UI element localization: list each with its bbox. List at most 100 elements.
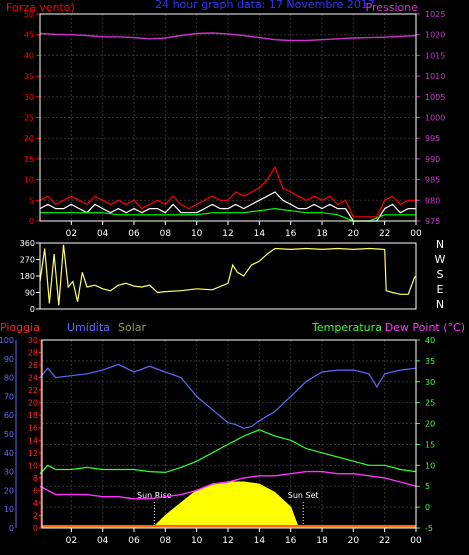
wind-x-tick-label: 04 <box>97 229 109 239</box>
wind-x-tick-label: 18 <box>316 229 328 239</box>
rain-y-tick-label: 10 <box>28 461 38 470</box>
temp-x-tick-label: 22 <box>379 536 390 546</box>
temp-y-tick-label: 40 <box>425 336 435 345</box>
temp-panel-frame <box>41 339 417 529</box>
rain-y-tick-label: 12 <box>28 449 38 458</box>
rain-y-tick-label: 2 <box>33 511 38 520</box>
dewpoint-label: Dew Point (°C) <box>385 321 465 334</box>
humidity-y-tick-label: 40 <box>4 449 14 458</box>
rain-y-tick-label: 8 <box>33 474 38 483</box>
wind-x-tick-label: 00 <box>410 229 422 239</box>
solar-area <box>151 481 300 529</box>
humidity-y-tick-label: 50 <box>4 430 14 439</box>
wind-x-tick-label: 10 <box>191 229 203 239</box>
humidity-y-tick-label: 10 <box>4 505 14 514</box>
compass-label-n: N <box>436 298 444 311</box>
temp-y-tick-label: 0 <box>425 503 430 512</box>
temp-y-tick-label: 20 <box>425 420 435 429</box>
temperature-label: Temperatura <box>311 321 382 334</box>
temp-x-tick-label: 12 <box>222 536 233 546</box>
direction-y-tick-label: 0 <box>30 305 35 314</box>
wind-x-tick-label: 20 <box>348 229 360 239</box>
direction-panel-frame <box>39 242 417 310</box>
solar-label: Solar <box>118 321 147 334</box>
sun-annotation: Sun Rise <box>137 491 172 500</box>
rain-y-tick-label: 20 <box>28 399 38 408</box>
pressure-y-tick-label: 980 <box>425 196 440 205</box>
compass-label-s: S <box>437 268 444 281</box>
humidity-line <box>39 363 417 430</box>
temp-x-tick-label: 10 <box>191 536 203 546</box>
humidity-y-tick-label: 30 <box>4 468 14 477</box>
temp-x-tick-label: 02 <box>66 536 77 546</box>
temp-y-tick-label: 15 <box>425 440 435 449</box>
pressure-y-tick-label: 995 <box>425 134 440 143</box>
rain-y-tick-label: 18 <box>28 411 38 420</box>
wind-x-tick-label: 22 <box>379 229 390 239</box>
wind-x-tick-label: 08 <box>160 229 172 239</box>
temp-x-tick-label: 16 <box>285 536 297 546</box>
wind-x-tick-label: 02 <box>66 229 77 239</box>
wind-x-tick-label: 12 <box>222 229 233 239</box>
pressure-y-tick-label: 1010 <box>425 72 445 81</box>
rain-y-tick-label: 24 <box>28 374 38 383</box>
direction-y-tick-label: 180 <box>20 272 35 281</box>
temp-x-tick-label: 04 <box>97 536 109 546</box>
wind-x-tick-label: 06 <box>128 229 140 239</box>
wind-y-tick-label: 30 <box>24 93 34 102</box>
humidity-y-tick-label: 60 <box>4 411 14 420</box>
temp-y-tick-label: 25 <box>425 399 435 408</box>
compass-label-n: N <box>436 238 444 251</box>
wind-y-tick-label: 15 <box>24 155 34 164</box>
temp-x-tick-label: 18 <box>316 536 328 546</box>
wind-x-tick-label: 16 <box>285 229 297 239</box>
rain-y-tick-label: 16 <box>28 424 38 433</box>
compass-label-e: E <box>437 283 444 296</box>
temp-y-tick-label: 5 <box>425 482 430 491</box>
wind-y-tick-label: 10 <box>24 176 34 185</box>
pressure-right-label: Pressione <box>366 1 419 14</box>
wind-y-tick-label: 50 <box>24 10 34 19</box>
direction-y-tick-label: 270 <box>20 256 35 265</box>
temp-x-tick-label: 20 <box>348 536 360 546</box>
temp-y-tick-label: 35 <box>425 357 435 366</box>
pressure-y-tick-label: 1025 <box>425 10 445 19</box>
rain-y-tick-label: 28 <box>28 349 38 358</box>
humidity-y-tick-label: 80 <box>4 374 14 383</box>
rain-y-tick-label: 26 <box>28 361 38 370</box>
temp-x-tick-label: 08 <box>160 536 172 546</box>
temperature-line <box>39 429 417 475</box>
compass-label-w: W <box>435 253 446 266</box>
wind-y-tick-label: 45 <box>24 31 34 40</box>
wind-y-tick-label: 20 <box>24 134 34 143</box>
humidity-y-tick-label: 20 <box>4 486 14 495</box>
rain-y-tick-label: 0 <box>33 524 38 533</box>
pressure-y-tick-label: 1015 <box>425 51 445 60</box>
rain-y-tick-label: 30 <box>28 336 38 345</box>
pressure-y-tick-label: 1005 <box>425 93 445 102</box>
temp-y-tick-label: -5 <box>425 524 433 533</box>
humidity-y-tick-label: 70 <box>4 392 14 401</box>
wind-y-tick-label: 25 <box>24 114 34 123</box>
humidity-y-tick-label: 100 <box>0 336 14 345</box>
pressure-y-tick-label: 985 <box>425 176 440 185</box>
sun-annotation: Sun Set <box>288 491 319 500</box>
direction-y-tick-label: 90 <box>25 289 35 298</box>
temp-y-tick-label: 10 <box>425 461 435 470</box>
humidity-y-tick-label: 90 <box>4 355 14 364</box>
temp-y-tick-label: 30 <box>425 378 435 387</box>
dewpoint-line <box>39 470 417 500</box>
pressure-y-tick-label: 975 <box>425 217 440 226</box>
temp-x-tick-label: 06 <box>128 536 140 546</box>
pressure-y-tick-label: 1000 <box>425 114 445 123</box>
temp-x-tick-label: 00 <box>410 536 422 546</box>
wind-gust-line <box>39 165 416 218</box>
rain-y-tick-label: 22 <box>28 386 38 395</box>
humidity-label: Umidita <box>67 321 110 334</box>
pressure-y-tick-label: 990 <box>425 155 440 164</box>
wind-y-tick-label: 0 <box>29 217 34 226</box>
rain-baseline <box>42 525 416 528</box>
rain-y-tick-label: 6 <box>33 486 38 495</box>
wind-y-tick-label: 40 <box>24 51 34 60</box>
